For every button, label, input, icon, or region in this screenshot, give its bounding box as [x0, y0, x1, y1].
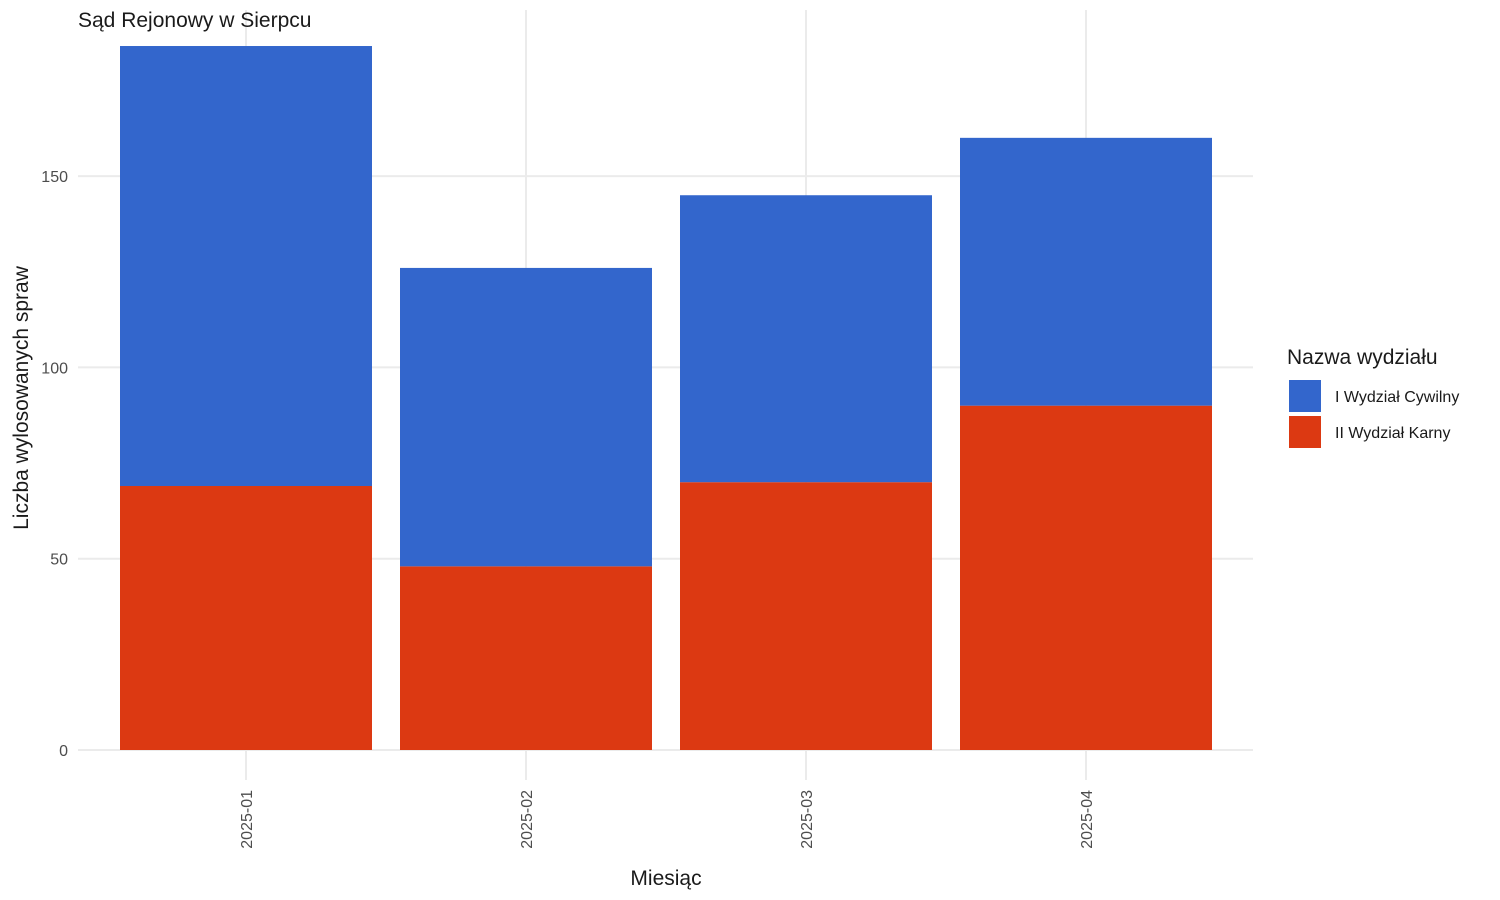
legend-label-civil: I Wydział Cywilny: [1335, 389, 1459, 406]
x-axis-ticks: 2025-01 2025-02 2025-03 2025-04: [239, 790, 1096, 849]
y-tick-label: 0: [59, 743, 68, 760]
x-tick-label: 2025-01: [239, 790, 256, 849]
legend-swatch-civil: [1289, 380, 1321, 412]
y-tick-label: 100: [41, 360, 68, 377]
legend-swatch-criminal: [1289, 416, 1321, 448]
y-axis-title: Liczba wylosowanych spraw: [10, 265, 33, 530]
x-axis-title: Miesiąc: [630, 867, 701, 890]
x-tick-label: 2025-03: [799, 790, 816, 849]
bar-segment: [960, 137, 1212, 406]
y-tick-label: 150: [41, 169, 68, 186]
bar-segment: [400, 566, 652, 750]
x-tick-label: 2025-04: [1079, 790, 1096, 849]
bar-segment: [120, 46, 372, 487]
bar-segment: [960, 405, 1212, 750]
legend-label-criminal: II Wydział Karny: [1335, 425, 1450, 442]
bar-segment: [400, 267, 652, 567]
y-axis-ticks: 0 50 100 150: [41, 169, 68, 760]
bar-segment: [680, 195, 932, 483]
chart-title: Sąd Rejonowy w Sierpcu: [78, 9, 311, 32]
bar-segment: [120, 486, 372, 750]
legend: Nazwa wydziału I Wydział Cywilny II Wydz…: [1287, 346, 1459, 448]
legend-title: Nazwa wydziału: [1287, 346, 1438, 369]
x-tick-label: 2025-02: [519, 790, 536, 849]
y-tick-label: 50: [50, 552, 68, 569]
bars: [120, 46, 1212, 750]
bar-segment: [680, 482, 932, 750]
